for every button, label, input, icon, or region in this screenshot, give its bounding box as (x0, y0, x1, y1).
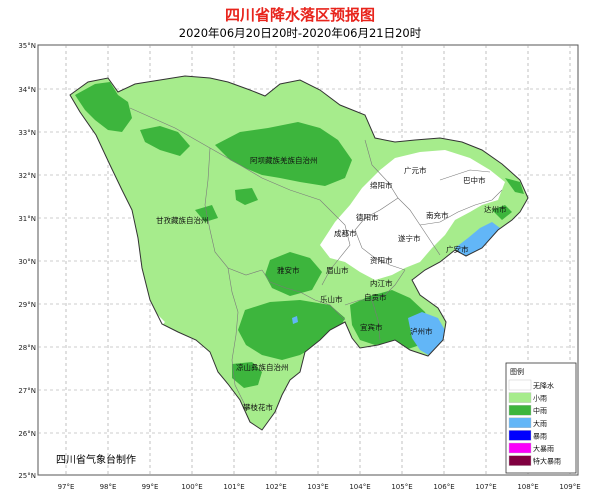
region-label-bazhong: 巴中市 (463, 175, 486, 185)
legend-title: 图例 (510, 367, 524, 376)
lon-label: 101°E (223, 483, 244, 491)
region-label-guangyuan: 广元市 (404, 165, 427, 175)
lon-label: 97°E (58, 483, 75, 491)
region-label-yibin: 宜宾市 (360, 322, 383, 332)
latitude-labels: 35°N 34°N 33°N 32°N 31°N 30°N 29°N 28°N … (18, 42, 36, 480)
heavy-rain-areas (292, 222, 500, 356)
region-label-guangan: 广安市 (446, 244, 469, 254)
lat-label: 33°N (18, 129, 36, 137)
region-label-neijiang: 内江市 (370, 278, 393, 288)
lat-label: 29°N (18, 301, 36, 309)
producer-credit: 四川省气象台制作 (56, 453, 136, 466)
legend-swatch (508, 392, 532, 403)
lat-label: 27°N (18, 387, 36, 395)
legend-swatch (508, 417, 532, 428)
region-label-aba: 阿坝藏族羌族自治州 (250, 155, 318, 165)
region-label-yaan: 雅安市 (277, 265, 300, 275)
region-labels: 阿坝藏族羌族自治州 甘孜藏族自治州 凉山彝族自治州 攀枝花市 广元市 巴中市 绵… (156, 155, 507, 412)
no-rain-area (320, 150, 505, 280)
legend-swatch (508, 430, 532, 441)
lat-label: 26°N (18, 430, 36, 438)
province-outline (69, 75, 529, 431)
region-label-mianyang: 绵阳市 (370, 180, 393, 190)
region-label-luzhou: 泸州市 (410, 326, 433, 336)
region-label-ziyang: 资阳市 (370, 255, 393, 265)
map-subtitle: 2020年06月20日20时-2020年06月21日20时 (178, 26, 422, 40)
region-label-deyang: 德阳市 (356, 212, 379, 222)
region-label-suining: 遂宁市 (398, 233, 421, 243)
region-label-leshan: 乐山市 (320, 294, 343, 304)
lon-label: 100°E (181, 483, 202, 491)
lon-label: 106°E (433, 483, 454, 491)
lat-label: 34°N (18, 86, 36, 94)
region-label-nanchong: 南充市 (426, 210, 449, 220)
region-label-panzhihua: 攀枝花市 (243, 402, 273, 412)
map-title: 四川省降水落区预报图 (224, 6, 375, 24)
lon-label: 109°E (559, 483, 580, 491)
lat-label: 31°N (18, 215, 36, 223)
no-rain-area (150, 300, 165, 328)
legend-swatch (508, 405, 532, 416)
legend-label: 中雨 (533, 406, 547, 415)
lat-label: 35°N (18, 42, 36, 50)
legend-label: 暴雨 (533, 432, 547, 440)
lon-label: 108°E (517, 483, 538, 491)
legend-label: 无降水 (533, 381, 554, 390)
region-label-zigong: 自贡市 (364, 292, 387, 302)
lon-label: 98°E (100, 483, 117, 491)
lon-label: 103°E (307, 483, 328, 491)
lat-label: 28°N (18, 344, 36, 352)
legend-label: 大雨 (533, 419, 547, 428)
legend-label: 大暴雨 (533, 444, 554, 453)
lon-label: 102°E (265, 483, 286, 491)
region-label-ganzi: 甘孜藏族自治州 (156, 215, 209, 225)
longitude-labels: 97°E 98°E 99°E 100°E 101°E 102°E 103°E 1… (58, 483, 581, 491)
region-label-liangshan: 凉山彝族自治州 (236, 362, 289, 372)
legend-swatch (508, 379, 532, 391)
lat-label: 30°N (18, 258, 36, 266)
lon-label: 105°E (391, 483, 412, 491)
lon-label: 99°E (142, 483, 159, 491)
lat-label: 32°N (18, 172, 36, 180)
lat-label: 25°N (18, 472, 36, 480)
region-label-dazhou: 达州市 (484, 204, 507, 214)
legend-swatch (508, 455, 532, 466)
moderate-rain-areas (75, 82, 524, 388)
legend-label: 特大暴雨 (533, 457, 561, 466)
prefecture-boundaries (129, 107, 503, 406)
legend-swatch (508, 442, 532, 454)
region-label-meishan: 眉山市 (326, 265, 349, 275)
lon-label: 107°E (475, 483, 496, 491)
legend-label: 小雨 (533, 394, 547, 403)
region-label-chengdu: 成都市 (334, 228, 357, 238)
lon-label: 104°E (349, 483, 370, 491)
